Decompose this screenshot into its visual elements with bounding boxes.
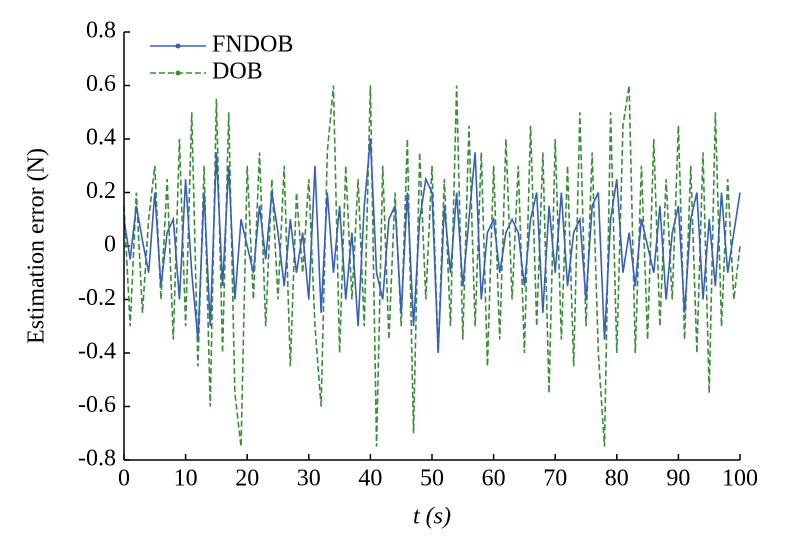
legend-marker <box>175 43 181 49</box>
x-tick-label: 50 <box>420 466 444 492</box>
x-tick-label: 10 <box>174 466 198 492</box>
y-tick-label: -0.2 <box>78 285 116 311</box>
x-tick-label: 80 <box>605 466 629 492</box>
x-tick-label: 40 <box>358 466 382 492</box>
x-tick-label: 0 <box>118 466 130 492</box>
y-tick-label: 0 <box>104 232 116 258</box>
series-line <box>123 85 741 447</box>
y-tick-label: 0.2 <box>86 178 116 204</box>
y-tick-label: -0.8 <box>78 446 116 472</box>
y-tick-label: 0.6 <box>86 71 116 97</box>
y-tick-label: -0.4 <box>78 339 116 365</box>
y-tick-label: 0.8 <box>86 18 116 44</box>
x-tick-label: 70 <box>543 466 567 492</box>
x-tick-label: 30 <box>297 466 321 492</box>
legend-marker <box>175 70 181 76</box>
legend-label: DOB <box>212 59 263 85</box>
legend-label: FNDOB <box>212 32 293 58</box>
series-line <box>123 138 741 354</box>
y-axis-label: Estimation error (N) <box>24 148 50 344</box>
x-tick-label: 20 <box>235 466 259 492</box>
x-tick-label: 100 <box>722 466 758 492</box>
y-tick-label: 0.4 <box>86 125 116 151</box>
x-tick-label: 60 <box>482 466 506 492</box>
x-tick-label: 90 <box>666 466 690 492</box>
y-tick-label: -0.6 <box>78 392 116 418</box>
x-axis-label: t (s) <box>413 504 451 530</box>
